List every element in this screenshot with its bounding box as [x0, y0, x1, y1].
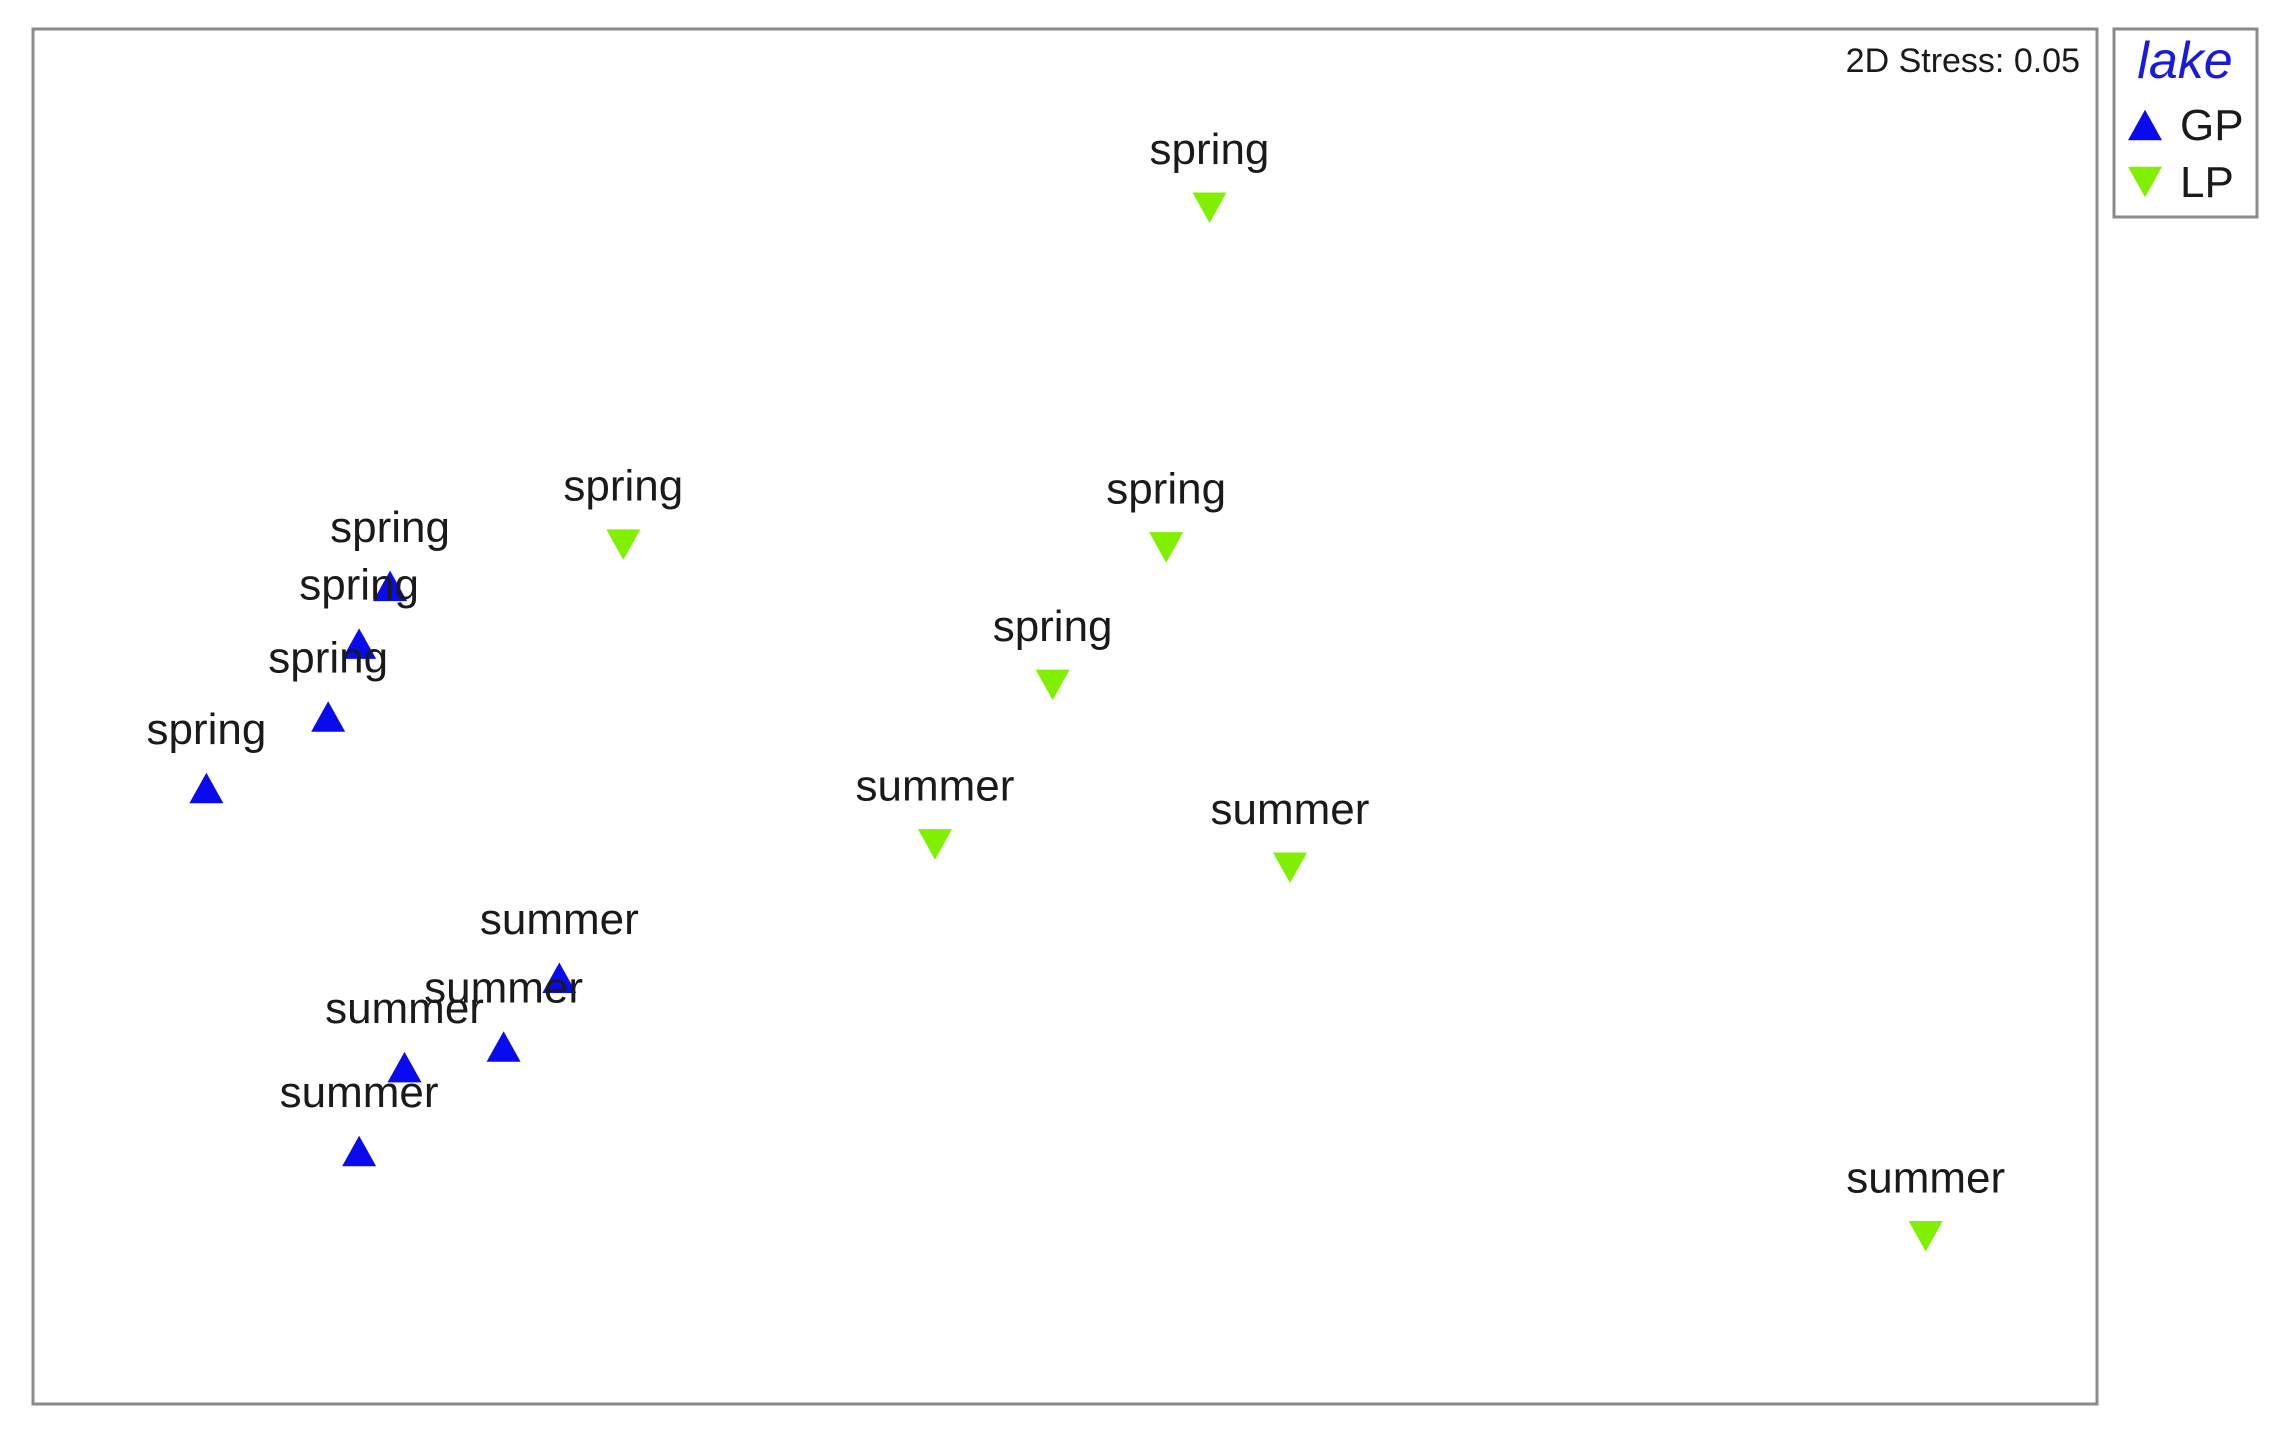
point-gp-7	[387, 1051, 422, 1083]
legend-title: lake	[2137, 32, 2232, 90]
point-lp-2	[606, 529, 641, 560]
point-label-gp-8: summer	[280, 1068, 439, 1117]
point-label-gp-2: spring	[299, 561, 419, 610]
point-lp-6	[1272, 852, 1307, 884]
point-gp-4	[189, 772, 224, 804]
legend-label-lp: LP	[2180, 158, 2234, 207]
plot-area	[31, 27, 2099, 1406]
point-lp-4	[1035, 669, 1070, 701]
point-label-lp-4: spring	[993, 602, 1113, 651]
point-gp-5	[542, 962, 577, 994]
legend-label-gp: GP	[2180, 101, 2244, 150]
point-label-gp-6: summer	[424, 964, 583, 1013]
point-label-lp-3: spring	[1106, 464, 1226, 513]
point-gp-6	[486, 1031, 521, 1062]
point-gp-3	[311, 701, 346, 732]
data-marks: springspringspringspringsummersummersumm…	[146, 125, 2005, 1252]
point-label-gp-5: summer	[480, 895, 639, 944]
legend-marker-gp	[2128, 109, 2162, 141]
point-label-lp-7: summer	[1846, 1153, 2005, 1202]
point-label-lp-2: spring	[563, 462, 683, 511]
legend: lake GP LP	[2112, 27, 2259, 219]
point-label-gp-4: spring	[146, 705, 266, 754]
point-label-lp-5: summer	[856, 761, 1015, 810]
point-label-gp-1: spring	[330, 503, 450, 552]
point-label-lp-1: spring	[1150, 125, 1270, 174]
legend-marker-lp	[2128, 166, 2162, 198]
stress-annotation: 2D Stress: 0.05	[1846, 42, 2080, 80]
point-lp-1	[1192, 192, 1227, 224]
point-lp-5	[917, 829, 952, 860]
point-gp-1	[373, 570, 408, 602]
legend-entries: GP LP	[2128, 101, 2244, 207]
point-gp-8	[342, 1135, 377, 1167]
point-label-gp-7: summer	[325, 984, 484, 1033]
point-lp-3	[1149, 532, 1184, 563]
point-lp-7	[1908, 1220, 1943, 1252]
point-label-lp-6: summer	[1211, 785, 1370, 834]
point-gp-2	[342, 628, 377, 659]
point-label-gp-3: spring	[268, 634, 388, 683]
